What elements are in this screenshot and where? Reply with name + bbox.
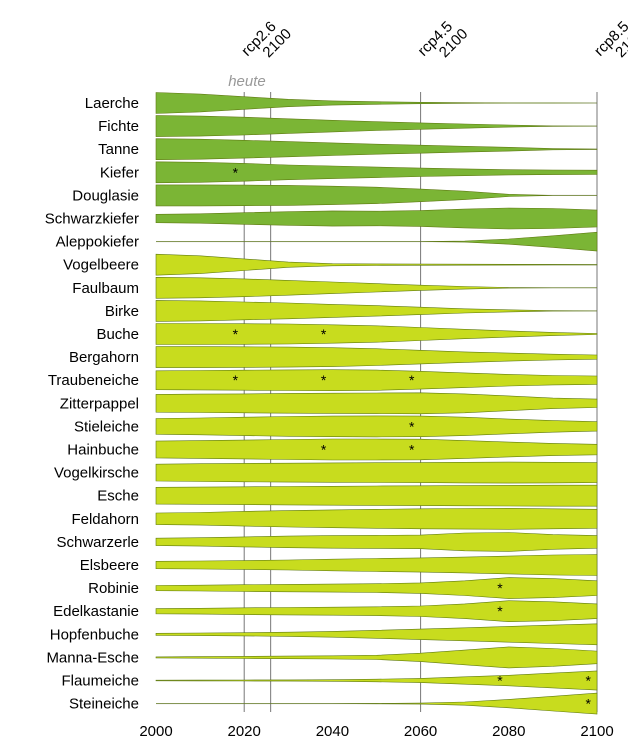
x-tick-label: 2080	[492, 723, 525, 740]
band-elsbeere	[155, 554, 598, 576]
x-tick-label: 2040	[316, 723, 349, 740]
species-label: Hopfenbuche	[50, 626, 139, 643]
species-label: Steineiche	[69, 696, 139, 713]
species-label: Fichte	[98, 118, 139, 135]
significance-star: *	[585, 673, 591, 689]
band-manna-esche	[155, 646, 598, 669]
heute-annotation: heute	[228, 73, 266, 90]
significance-star: *	[409, 372, 415, 388]
species-label: Hainbuche	[67, 442, 139, 459]
significance-star: *	[585, 696, 591, 712]
band-vogelbeere	[155, 253, 598, 276]
species-label: Birke	[105, 303, 139, 320]
species-label: Faulbaum	[72, 280, 139, 297]
band-feldahorn	[155, 507, 598, 530]
band-stieleiche	[155, 415, 598, 438]
band-schwarzerle	[155, 532, 598, 552]
significance-star: *	[233, 372, 239, 388]
band-fichte	[155, 115, 598, 137]
band-traubeneiche	[155, 369, 598, 392]
species-label: Stieleiche	[74, 418, 139, 435]
x-tick-label: 2100	[580, 723, 613, 740]
significance-star: *	[321, 326, 327, 342]
band-kiefer	[155, 161, 598, 184]
species-label: Esche	[97, 488, 139, 505]
band-hopfenbuche	[155, 623, 598, 646]
band-edelkastanie	[155, 600, 598, 623]
species-label: Aleppokiefer	[56, 234, 139, 251]
species-label: Buche	[96, 326, 139, 343]
band-faulbaum	[155, 276, 597, 299]
significance-markers: * * * * * * * * * * * * * *	[233, 164, 592, 711]
band-schwarzkiefer	[155, 207, 598, 230]
band-steineiche	[156, 692, 598, 715]
species-label: Kiefer	[100, 164, 139, 181]
species-label: Douglasie	[72, 187, 139, 204]
band-douglasie	[155, 184, 597, 207]
significance-star: *	[497, 673, 503, 689]
significance-star: *	[497, 603, 503, 619]
x-tick-label: 2020	[228, 723, 261, 740]
band-hainbuche	[155, 438, 598, 461]
species-label: Manna-Esche	[46, 649, 139, 666]
significance-star: *	[233, 326, 239, 342]
species-label: Laerche	[85, 95, 139, 112]
band-tanne	[155, 138, 598, 161]
band-robinie	[155, 577, 598, 599]
significance-star: *	[409, 418, 415, 434]
species-label: Robinie	[88, 580, 139, 597]
species-label: Vogelbeere	[63, 257, 139, 274]
band-esche	[155, 484, 598, 507]
species-label: Elsbeere	[80, 557, 139, 574]
x-tick-label: 2000	[139, 723, 172, 740]
band-bergahorn	[155, 346, 598, 368]
significance-star: *	[321, 372, 327, 388]
x-axis-tick-labels: 2000 2020 2040 2060 2080 2100	[139, 723, 613, 740]
species-label: Flaumeiche	[61, 673, 139, 690]
band-zitterpappel	[155, 392, 598, 415]
species-label: Edelkastanie	[53, 603, 139, 620]
significance-star: *	[409, 442, 415, 458]
species-labels: Laerche Fichte Tanne Kiefer Douglasie Schwarz…	[45, 95, 139, 713]
species-bands	[155, 92, 598, 715]
species-label: Vogelkirsche	[54, 465, 139, 482]
species-label: Zitterpappel	[60, 395, 139, 412]
species-label: Traubeneiche	[48, 372, 139, 389]
species-label: Schwarzkiefer	[45, 211, 139, 228]
band-vogelkirsche	[155, 461, 598, 484]
species-label: Tanne	[98, 141, 139, 158]
significance-star: *	[233, 164, 239, 180]
band-birke	[155, 300, 598, 322]
significance-star: *	[497, 580, 503, 596]
x-tick-label: 2060	[404, 723, 437, 740]
species-label: Bergahorn	[69, 349, 139, 366]
band-buche	[155, 323, 598, 345]
significance-star: *	[321, 442, 327, 458]
band-aleppokiefer	[156, 231, 598, 252]
species-label: Schwarzerle	[56, 534, 139, 551]
species-label: Feldahorn	[71, 511, 139, 528]
band-laerche	[155, 92, 598, 114]
band-flaumeiche	[155, 670, 598, 691]
